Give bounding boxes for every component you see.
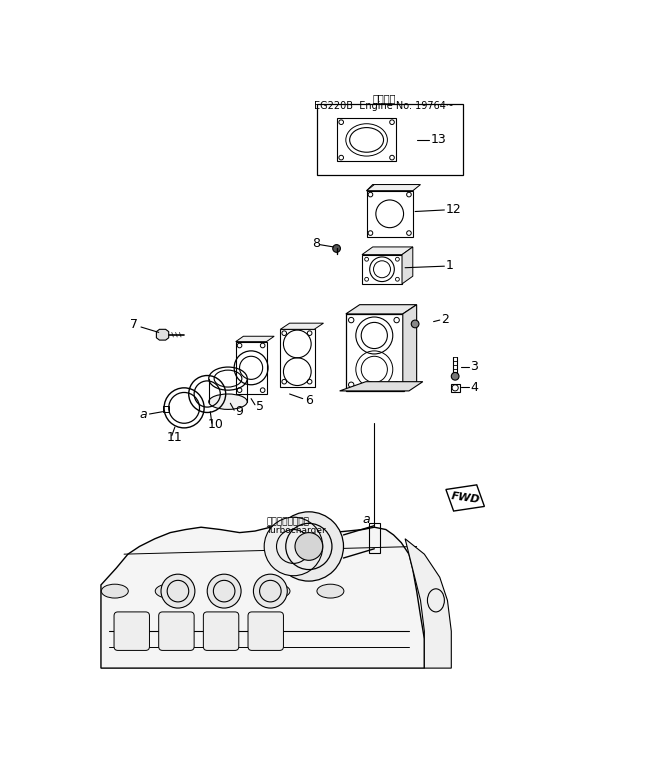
Text: a: a (140, 408, 147, 421)
Ellipse shape (263, 584, 290, 598)
Text: a: a (363, 513, 370, 526)
Polygon shape (280, 323, 323, 329)
Text: 10: 10 (207, 419, 223, 432)
Text: 11: 11 (166, 431, 182, 444)
Circle shape (274, 511, 344, 581)
Text: 12: 12 (446, 203, 462, 216)
Bar (236, 342, 266, 394)
Bar (162, 406, 168, 412)
Text: 適用号機: 適用号機 (372, 94, 396, 104)
Circle shape (333, 245, 340, 253)
Polygon shape (156, 329, 168, 340)
Bar (280, 329, 315, 387)
Polygon shape (340, 382, 423, 391)
Polygon shape (405, 539, 452, 668)
Text: 3: 3 (470, 359, 478, 372)
Text: 9: 9 (236, 406, 244, 419)
Bar (346, 314, 403, 391)
Bar (366, 190, 413, 237)
Circle shape (161, 574, 195, 608)
Bar (317, 104, 463, 175)
Bar (338, 118, 396, 161)
Polygon shape (446, 485, 484, 511)
Circle shape (254, 574, 287, 608)
Text: 8: 8 (312, 237, 320, 250)
Circle shape (295, 532, 323, 561)
Polygon shape (402, 247, 413, 284)
Polygon shape (403, 305, 417, 391)
Bar (450, 384, 460, 392)
Text: 4: 4 (470, 381, 478, 393)
Polygon shape (366, 184, 421, 190)
Bar (369, 523, 380, 553)
Circle shape (264, 517, 323, 576)
Ellipse shape (209, 394, 247, 409)
Circle shape (207, 574, 241, 608)
Ellipse shape (317, 584, 344, 598)
Text: Turbocharger: Turbocharger (266, 526, 326, 535)
Text: EG220B  Engine No. 19764~: EG220B Engine No. 19764~ (314, 101, 454, 111)
Text: 7: 7 (130, 318, 138, 331)
Text: ターボチャージャ: ターボチャージャ (266, 518, 309, 526)
Circle shape (452, 372, 459, 380)
Text: FWD: FWD (450, 491, 480, 505)
Polygon shape (346, 305, 417, 314)
Bar (362, 255, 402, 284)
FancyBboxPatch shape (114, 612, 150, 650)
Polygon shape (101, 525, 424, 668)
Ellipse shape (209, 584, 236, 598)
FancyBboxPatch shape (203, 612, 239, 650)
Text: 5: 5 (256, 400, 264, 413)
Circle shape (411, 320, 419, 328)
Text: 6: 6 (305, 394, 313, 407)
Text: 1: 1 (446, 259, 454, 272)
Polygon shape (362, 247, 413, 255)
Ellipse shape (155, 584, 183, 598)
Text: 13: 13 (431, 134, 446, 147)
Text: 2: 2 (442, 313, 449, 326)
Ellipse shape (101, 584, 128, 598)
FancyBboxPatch shape (159, 612, 194, 650)
FancyBboxPatch shape (248, 612, 283, 650)
Polygon shape (236, 336, 274, 342)
